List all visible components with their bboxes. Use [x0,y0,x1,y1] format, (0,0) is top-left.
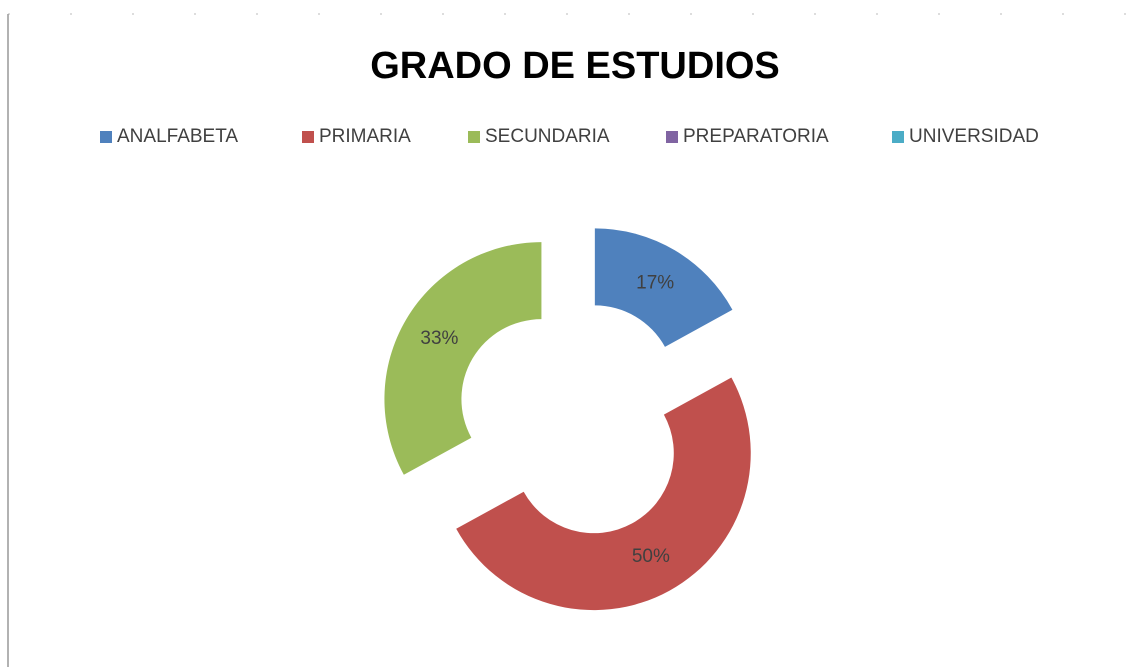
legend-swatch [468,131,480,143]
donut-segment [384,242,542,475]
legend-label: PREPARATORIA [683,126,829,147]
legend-swatch [302,131,314,143]
legend-swatch [892,131,904,143]
donut-segment [456,377,751,611]
data-label: 33% [420,328,458,349]
legend-swatch [100,131,112,143]
legend-swatch [666,131,678,143]
legend-label: ANALFABETA [117,126,238,147]
chart-title: GRADO DE ESTUDIOS [370,45,780,87]
data-label: 50% [632,546,670,567]
legend-label: UNIVERSIDAD [909,126,1039,147]
legend-label: PRIMARIA [319,126,411,147]
data-label: 17% [636,272,674,293]
donut-segment [594,228,733,347]
legend-label: SECUNDARIA [485,126,610,147]
